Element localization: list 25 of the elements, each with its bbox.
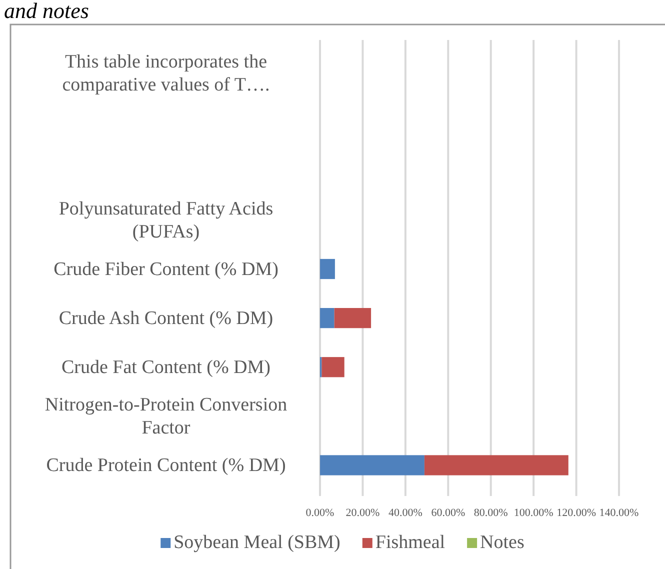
text: and notes	[4, 0, 89, 23]
bar	[322, 357, 344, 378]
x-tick-label: 80.00%	[474, 506, 508, 519]
x-tick-label: 40.00%	[388, 506, 422, 519]
legend-label: Fishmeal	[375, 532, 446, 553]
y-tick-label: Nitrogen-to-Protein Conversion Factor	[44, 394, 288, 439]
legend-label: Soybean Meal (SBM)	[174, 532, 340, 553]
bar	[320, 258, 335, 280]
bar	[320, 308, 334, 328]
legend-label: Notes	[480, 532, 524, 553]
y-tick-label: Crude Fat Content (% DM)	[62, 357, 270, 378]
bar	[334, 308, 372, 328]
x-tick-label: 20.00%	[346, 506, 380, 519]
x-tick-label: 120.00%	[556, 506, 596, 519]
bar	[320, 455, 424, 476]
x-tick-label: 140.00%	[599, 506, 639, 519]
y-tick-label: Crude Protein Content (% DM)	[46, 455, 286, 476]
x-tick-label: 100.00%	[514, 506, 554, 519]
x-tick-label: 0.00%	[306, 506, 334, 519]
y-tick-label: Crude Fiber Content (% DM)	[54, 259, 278, 280]
y-tick-label: This table incorporates the comparative values of T….	[62, 51, 270, 96]
bar	[424, 455, 568, 476]
x-tick-label: 60.00%	[431, 506, 466, 519]
y-tick-label: Polyunsaturated Fatty Acids (PUFAs)	[58, 198, 274, 242]
y-tick-label: Crude Ash Content (% DM)	[58, 308, 274, 330]
